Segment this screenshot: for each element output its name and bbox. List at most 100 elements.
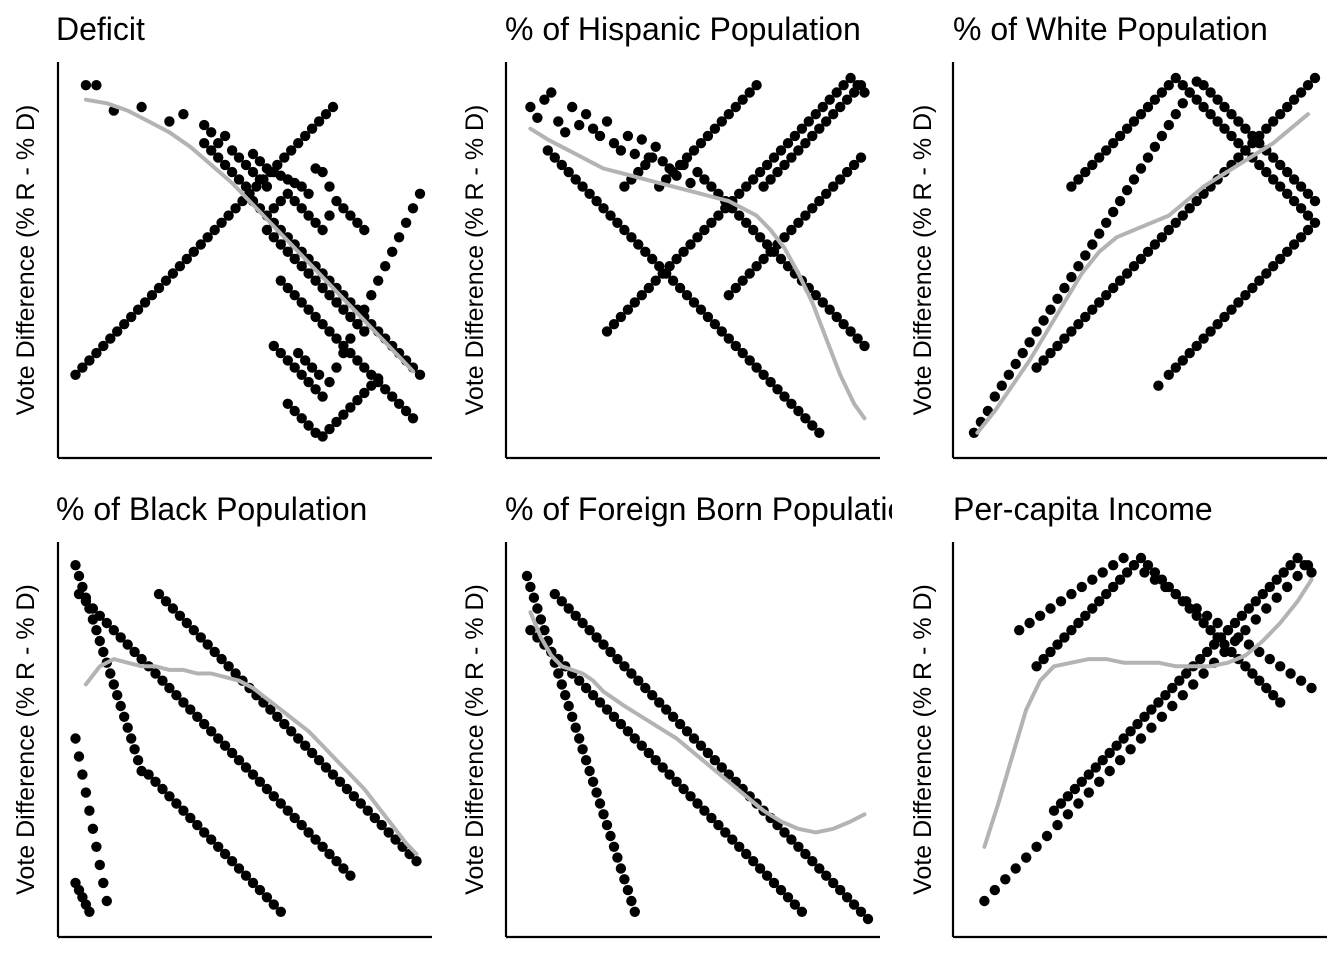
data-point: [414, 188, 426, 199]
data-point: [306, 123, 318, 134]
data-point: [219, 740, 231, 751]
data-point: [716, 116, 727, 127]
data-point: [1302, 188, 1314, 199]
data-point: [1121, 185, 1133, 196]
data-point: [629, 148, 640, 160]
data-point: [1101, 290, 1112, 301]
data-point: [310, 217, 321, 228]
data-point: [723, 333, 734, 344]
data-point: [331, 362, 342, 373]
data-point: [1177, 210, 1189, 221]
data-point: [251, 181, 262, 192]
data-point: [605, 210, 616, 221]
data-point: [577, 181, 588, 192]
data-point: [268, 232, 279, 243]
data-point: [598, 639, 609, 650]
data-point: [293, 733, 304, 744]
data-point: [178, 109, 189, 120]
data-point: [695, 740, 707, 751]
data-point: [574, 733, 585, 744]
data-point: [275, 275, 286, 286]
data-point: [1167, 700, 1178, 712]
data-point: [723, 290, 734, 301]
data-point: [324, 848, 335, 860]
data-point: [1080, 250, 1091, 261]
data-point: [1114, 755, 1126, 766]
data-point: [1083, 769, 1095, 780]
data-point: [296, 181, 307, 192]
data-point: [831, 87, 842, 98]
data-point: [1264, 581, 1276, 593]
data-point: [619, 661, 630, 672]
data-point: [1254, 646, 1265, 658]
data-point: [549, 588, 560, 600]
data-point: [754, 232, 766, 243]
data-point: [362, 805, 373, 816]
data-point: [289, 362, 300, 373]
data-point: [1219, 123, 1230, 134]
data-point: [667, 166, 679, 178]
data-point: [1080, 610, 1091, 621]
data-point: [1205, 109, 1216, 120]
data-point: [824, 304, 835, 315]
data-point: [1087, 603, 1098, 614]
data-point: [1142, 152, 1154, 163]
scatter-panel-2: % of Hispanic Population Vote Difference …: [461, 11, 880, 460]
data-point: [685, 177, 696, 189]
data-point: [247, 148, 259, 160]
data-point: [226, 856, 238, 867]
data-point: [1198, 333, 1209, 344]
data-point: [1121, 123, 1133, 134]
data-point: [772, 166, 783, 178]
data-point: [748, 224, 759, 236]
data-point: [1302, 224, 1314, 236]
data-point: [845, 72, 856, 84]
data-point: [1160, 690, 1171, 701]
data-point: [786, 224, 797, 236]
data-point: [814, 195, 825, 207]
data-point: [80, 80, 92, 91]
data-point: [223, 661, 234, 672]
data-point: [286, 726, 297, 737]
data-point: [1041, 830, 1053, 842]
data-point: [1226, 646, 1237, 658]
data-point: [1282, 188, 1293, 199]
data-point: [268, 899, 279, 910]
data-point: [174, 610, 186, 621]
data-point: [824, 94, 835, 105]
data-point: [1031, 661, 1042, 672]
data-point: [286, 145, 297, 156]
data-point: [313, 755, 325, 766]
data-point: [188, 625, 199, 636]
data-point: [282, 805, 293, 816]
data-point: [1132, 718, 1143, 730]
data-point: [94, 635, 106, 647]
data-point: [1052, 819, 1063, 831]
data-point: [317, 841, 328, 852]
data-point: [1031, 362, 1042, 373]
data-point: [709, 319, 721, 330]
data-point: [608, 138, 620, 149]
data-point: [1128, 261, 1140, 272]
data-point: [761, 159, 773, 171]
data-point: [608, 841, 620, 852]
data-point: [289, 253, 300, 265]
data-point: [254, 156, 266, 167]
data-point: [706, 812, 717, 824]
data-point: [706, 181, 717, 192]
data-point: [105, 333, 116, 344]
data-point: [296, 413, 307, 424]
data-point: [366, 380, 377, 391]
data-point: [1309, 195, 1321, 207]
data-point: [296, 819, 307, 831]
data-point: [119, 711, 130, 722]
data-point: [324, 290, 335, 301]
data-point: [1010, 863, 1021, 874]
data-point: [327, 101, 339, 113]
data-point: [612, 852, 623, 863]
data-point: [681, 290, 693, 301]
data-point: [261, 783, 273, 795]
data-point: [1052, 639, 1063, 650]
data-point: [94, 610, 106, 621]
data-point: [1275, 159, 1286, 171]
